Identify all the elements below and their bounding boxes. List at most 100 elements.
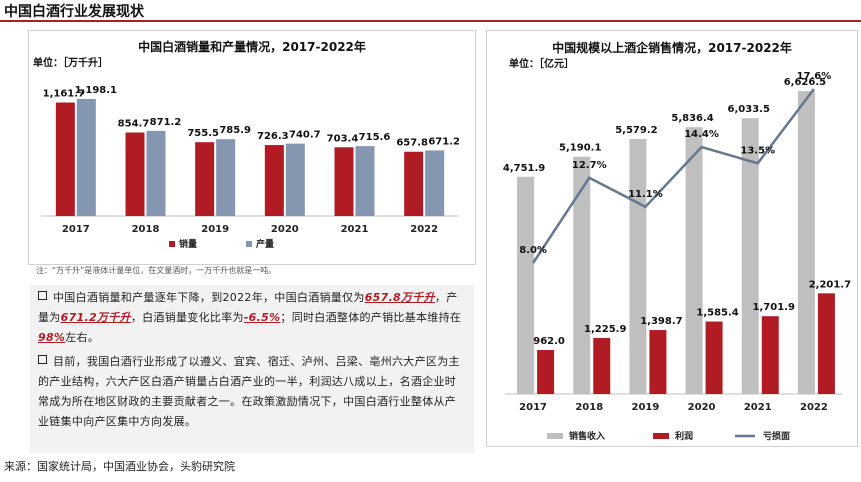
x-tick-label: 2022 — [800, 402, 828, 413]
data-label: 2,201.7 — [809, 279, 851, 290]
data-label: 854.7 — [118, 119, 150, 130]
data-label: 740.7 — [289, 130, 321, 141]
bar-产量-2018 — [146, 130, 166, 216]
bullet-square-icon — [38, 291, 47, 300]
bullet-paragraph: 目前，我国白酒行业形成了以遵义、宜宾、宿迁、泸州、吕梁、亳州六大产区为主的产业结… — [38, 352, 466, 432]
data-label: 5,579.2 — [615, 125, 657, 136]
line-data-label: 13.5% — [740, 145, 775, 156]
legend-swatch-利润 — [653, 433, 669, 439]
data-label: 671.2 — [428, 136, 460, 147]
data-label: 962.0 — [533, 336, 565, 347]
bar-产量-2022 — [425, 150, 445, 216]
line-series-亏损面 — [532, 88, 815, 264]
data-label: 5,190.1 — [559, 143, 601, 154]
line-data-label: 11.1% — [628, 189, 663, 200]
x-tick-label: 2020 — [688, 402, 716, 413]
legend-label: 利润 — [674, 430, 693, 442]
bar-销量-2018 — [125, 132, 145, 216]
data-label: 1,198.1 — [75, 85, 117, 96]
highlight-figure: 657.8万千升 — [364, 291, 435, 304]
data-label: 1,585.4 — [696, 308, 738, 319]
bar-销售收入-2022 — [797, 91, 815, 395]
data-label: 1,701.9 — [753, 302, 795, 313]
bar-销售收入-2020 — [685, 127, 703, 394]
legend-label: 产量 — [256, 238, 274, 250]
highlight-figure: 671.2万千升 — [60, 311, 131, 324]
data-label: 4,751.9 — [503, 163, 545, 174]
unit-label: 单位：［万千升］ — [33, 58, 108, 69]
data-label: 703.4 — [327, 133, 359, 144]
legend-swatch-产量 — [246, 241, 252, 247]
page-title: 中国白酒行业发展现状 — [4, 4, 144, 20]
bar-利润-2018 — [593, 337, 611, 394]
bar-销售收入-2017 — [517, 176, 535, 394]
bar-产量-2019 — [216, 139, 236, 216]
x-tick-label: 2018 — [575, 402, 603, 413]
legend-label: 销量 — [179, 238, 197, 250]
bar-利润-2022 — [817, 293, 835, 394]
data-label: 1,398.7 — [640, 316, 682, 327]
bullet-text: 中国白酒销量和产量逐年下降，到2022年，中国白酒销量仅为 — [53, 291, 365, 304]
bullet-square-icon — [38, 355, 47, 364]
x-tick-label: 2018 — [132, 224, 160, 235]
data-label: 5,836.4 — [671, 113, 713, 124]
bar-销量-2017 — [55, 102, 75, 216]
legend-swatch-销售收入 — [547, 433, 563, 439]
bar-销量-2022 — [404, 151, 424, 216]
bullet-text: ；同时白酒整体的产销比基本维持在 — [280, 311, 462, 324]
data-label: 6,626.5 — [784, 77, 826, 88]
x-tick-label: 2017 — [62, 224, 90, 235]
chart-title: 中国规模以上酒企销售情况，2017-2022年 — [552, 41, 792, 55]
x-tick-label: 2020 — [271, 224, 299, 235]
data-label: 755.5 — [187, 128, 219, 139]
x-tick-label: 2019 — [631, 402, 659, 413]
data-label: 785.9 — [219, 125, 251, 136]
data-label: 715.6 — [359, 132, 391, 143]
legend-label: 销售收入 — [569, 430, 605, 442]
x-tick-label: 2021 — [341, 224, 369, 235]
revenue-profit-combo-chart: 4,751.9 962.0 2017 5,190.1 1,225.9 2018 5,579.… — [503, 71, 851, 442]
bullet-text: ，产量为 — [38, 291, 458, 324]
data-label: 6,033.5 — [728, 104, 770, 115]
bar-销量-2021 — [334, 147, 354, 216]
bullet-text: ，白酒销量变化比率为 — [130, 311, 244, 324]
x-tick-label: 2021 — [744, 402, 772, 413]
sales-production-chart-panel: 中国白酒销量和产量情况，2017-2022年 单位：［万千升］ 1,161.7 1… — [28, 30, 476, 265]
data-label: 1,161.7 — [43, 89, 85, 100]
unit-label: 单位：［亿元］ — [509, 59, 574, 70]
bar-利润-2019 — [649, 330, 667, 394]
summary-box: 中国白酒销量和产量逐年下降，到2022年，中国白酒销量仅为657.8万千升，产量… — [30, 285, 474, 453]
bar-销量-2020 — [264, 145, 284, 216]
bar-销量-2019 — [195, 142, 215, 216]
x-tick-label: 2019 — [201, 224, 229, 235]
bar-产量-2020 — [285, 143, 305, 216]
bar-利润-2020 — [705, 321, 723, 394]
legend-label: 亏损面 — [763, 430, 790, 442]
bar-利润-2017 — [537, 350, 555, 394]
highlight-figure: 98% — [38, 331, 66, 344]
bar-利润-2021 — [761, 316, 779, 394]
bullet-text: 目前，我国白酒行业形成了以遵义、宜宾、宿迁、泸州、吕梁、亳州六大产区为主的产业结… — [38, 355, 460, 428]
x-tick-label: 2022 — [410, 224, 438, 235]
data-label: 871.2 — [150, 117, 182, 128]
chart-title: 中国白酒销量和产量情况，2017-2022年 — [138, 40, 366, 54]
highlight-figure: -6.5% — [243, 311, 281, 324]
bar-销售收入-2021 — [741, 118, 759, 394]
line-data-label: 12.7% — [572, 160, 607, 171]
title-divider — [0, 20, 861, 22]
sales-production-bar-chart: 1,161.71,198.1 2017 854.7 871.2 2018 755.5 785… — [41, 85, 460, 250]
revenue-profit-chart-panel: 中国规模以上酒企销售情况，2017-2022年 单位：［亿元］ 4,751.9 9… — [486, 30, 858, 447]
x-tick-label: 2017 — [519, 402, 547, 413]
line-data-label: 17.6% — [797, 71, 832, 82]
bullet-paragraph: 中国白酒销量和产量逐年下降，到2022年，中国白酒销量仅为657.8万千升，产量… — [38, 288, 466, 348]
bar-产量-2021 — [355, 146, 375, 216]
bullet-text: 左右。 — [65, 331, 100, 344]
line-data-label: 8.0% — [519, 245, 547, 256]
legend-swatch-销量 — [169, 241, 175, 247]
data-label: 657.8 — [396, 138, 428, 149]
bar-销售收入-2019 — [629, 138, 647, 394]
data-label: 726.3 — [257, 131, 289, 142]
data-label: 1,225.9 — [584, 324, 626, 335]
bar-产量-2017 — [76, 98, 96, 216]
bar-销售收入-2018 — [573, 156, 591, 394]
